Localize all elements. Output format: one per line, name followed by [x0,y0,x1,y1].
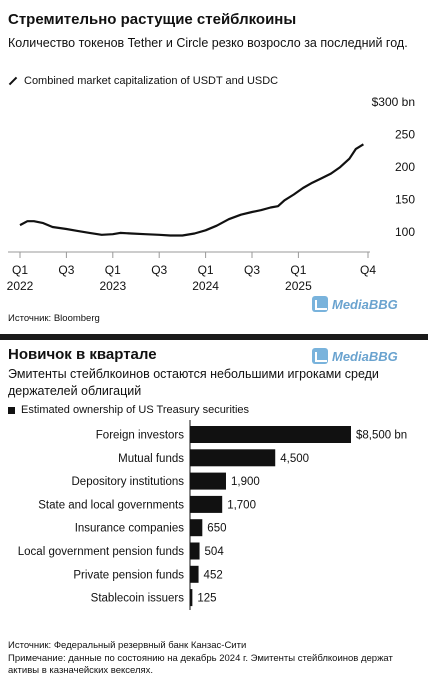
bar-value-label: 1,700 [227,499,256,511]
x-tick-label: Q1 [105,263,121,277]
square-legend-icon [8,406,15,414]
x-tick-label: Q3 [244,263,260,277]
y-tick-label: 100 [395,225,415,239]
x-tick-label: Q1 [198,263,214,277]
ownership-bar [190,426,351,443]
chart2-legend: Estimated ownership of US Treasury secur… [8,404,249,416]
chart1-source: Источник: Bloomberg [8,313,100,324]
chart1-subtitle: Количество токенов Tether и Circle резко… [8,36,408,50]
chart1-legend-label: Combined market capitalization of USDT a… [24,75,279,87]
ownership-bar [190,542,200,560]
ownership-bar [190,495,223,513]
mediabbg-logo-icon [312,348,328,364]
y-tick-label: $300 bn [372,95,415,109]
chart2-title: Новичок в квартале [8,346,157,363]
chart1-legend: Combined market capitalization of USDT a… [8,75,278,87]
ownership-bar [190,589,193,607]
bar-value-label: 650 [207,523,226,535]
market-cap-line [19,143,364,237]
bar-chart: Foreign investors $8,500 bn Mutual funds 4,… [18,420,407,610]
ownership-bar [190,449,276,467]
bar-category-label: Mutual funds [118,453,184,465]
x-tick-year-label: 2025 [285,279,312,293]
treasury-panel: Новичок в квартале Эмитенты стейблкоинов… [0,340,428,685]
bar-category-label: State and local governments [38,499,184,511]
bar-category-label: Stablecoin issuers [91,593,185,605]
chart1-title: Стремительно растущие стейблкоины [8,11,297,28]
bar-category-label: Local government pension funds [18,546,184,558]
chart2-source: Источник: Федеральный резервный банк Кан… [8,640,247,651]
bar-category-label: Insurance companies [75,523,185,535]
watermark-1: MediaBBG [312,296,398,312]
mediabbg-logo-icon [312,296,328,312]
watermark-2: MediaBBG [312,348,398,364]
bar-category-label: Private pension funds [73,569,184,581]
bar-value-label: 4,500 [280,453,309,465]
bar-value-label: 504 [205,546,225,558]
bar-value-label: 1,900 [231,476,260,488]
y-tick-label: 250 [395,128,415,142]
bar-category-label: Foreign investors [96,430,184,442]
ownership-bar [190,565,199,583]
line-chart: 100 150 200 250 $300 bn Q1 2022 Q3 Q1 2023 Q3 Q1 202… [7,95,416,293]
y-tick-label: 200 [395,160,415,174]
market-cap-panel: Стремительно растущие стейблкоины Количе… [0,0,428,334]
bar-value-label: $8,500 bn [356,430,407,442]
x-tick-label: Q1 [12,263,28,277]
chart2-subtitle: Эмитенты стейблкоинов остаются небольшим… [8,367,379,398]
bar-category-label: Depository institutions [72,476,185,488]
watermark-text-1: MediaBBG [332,296,398,312]
ownership-bar [190,519,203,537]
x-tick-label: Q4 [360,263,376,277]
y-tick-label: 150 [395,193,415,207]
panel-divider [0,334,428,340]
x-tick-year-label: 2022 [7,279,34,293]
x-tick-year-label: 2024 [192,279,219,293]
line-legend-icon [8,76,18,86]
x-tick-label: Q3 [151,263,167,277]
chart2-note: Примечание: данные по состоянию на декаб… [8,653,393,676]
ownership-bar [190,472,226,490]
chart2-legend-label: Estimated ownership of US Treasury secur… [21,404,250,416]
x-tick-label: Q1 [290,263,306,277]
x-tick-label: Q3 [58,263,74,277]
x-tick-year-label: 2023 [99,279,126,293]
watermark-text-2: MediaBBG [332,348,398,364]
bar-value-label: 125 [197,593,216,605]
bar-value-label: 452 [204,569,223,581]
